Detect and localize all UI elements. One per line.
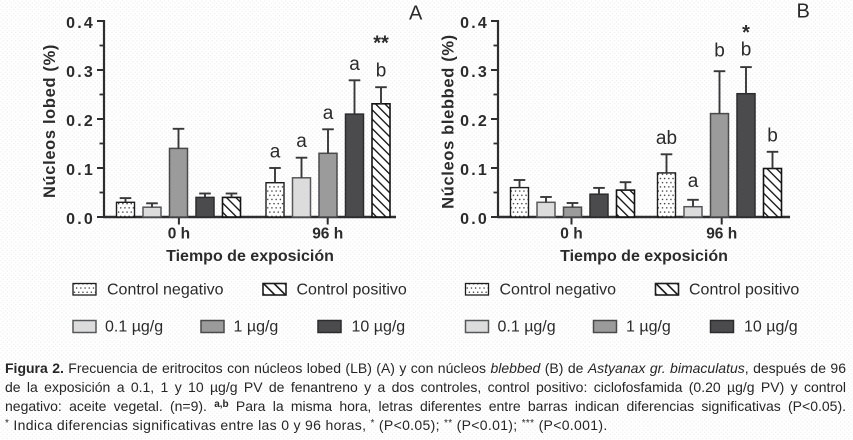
svg-text:1 µg/g: 1 µg/g [626, 319, 671, 336]
svg-text:a: a [296, 131, 307, 152]
svg-text:0.4: 0.4 [66, 15, 95, 32]
svg-text:a: a [323, 103, 334, 124]
svg-text:b: b [741, 40, 752, 61]
svg-text:0.3: 0.3 [66, 64, 95, 81]
svg-text:0.2: 0.2 [460, 113, 489, 130]
svg-text:b: b [376, 61, 387, 82]
svg-text:0.2: 0.2 [66, 113, 95, 130]
svg-text:Control negativo: Control negativo [107, 282, 224, 299]
svg-text:Control negativo: Control negativo [500, 282, 617, 299]
svg-text:0.1 µg/g: 0.1 µg/g [105, 319, 163, 336]
svg-text:Tiempo de exposición: Tiempo de exposición [166, 248, 334, 265]
svg-text:*: * [742, 22, 750, 44]
svg-text:0.0: 0.0 [66, 211, 95, 228]
svg-text:a: a [349, 54, 360, 75]
svg-text:Núcleos lobed (%): Núcleos lobed (%) [41, 44, 59, 198]
svg-text:96 h: 96 h [706, 226, 737, 243]
svg-text:B: B [797, 1, 810, 23]
svg-text:0 h: 0 h [168, 226, 190, 243]
svg-text:Control positivo: Control positivo [297, 282, 407, 299]
svg-text:0.4: 0.4 [460, 15, 489, 32]
svg-text:10 µg/g: 10 µg/g [744, 319, 798, 336]
svg-text:a: a [688, 171, 699, 192]
svg-text:b: b [767, 125, 778, 146]
svg-text:A: A [409, 3, 423, 25]
svg-text:ab: ab [656, 128, 677, 149]
svg-text:0.0: 0.0 [460, 211, 489, 228]
svg-text:96 h: 96 h [312, 226, 343, 243]
svg-text:**: ** [373, 33, 389, 55]
svg-text:0 h: 0 h [560, 226, 582, 243]
svg-text:Control positivo: Control positivo [689, 282, 799, 299]
svg-text:a: a [270, 142, 281, 163]
svg-text:b: b [714, 41, 725, 62]
svg-text:0.1 µg/g: 0.1 µg/g [498, 319, 556, 336]
svg-text:0.1: 0.1 [460, 162, 489, 179]
svg-text:0.3: 0.3 [460, 64, 489, 81]
svg-text:1 µg/g: 1 µg/g [234, 319, 279, 336]
svg-text:Núcleos blebbed (%): Núcleos blebbed (%) [440, 34, 458, 209]
svg-text:10 µg/g: 10 µg/g [352, 319, 406, 336]
svg-text:0.1: 0.1 [66, 162, 95, 179]
svg-text:Tiempo de exposición: Tiempo de exposición [560, 248, 728, 265]
